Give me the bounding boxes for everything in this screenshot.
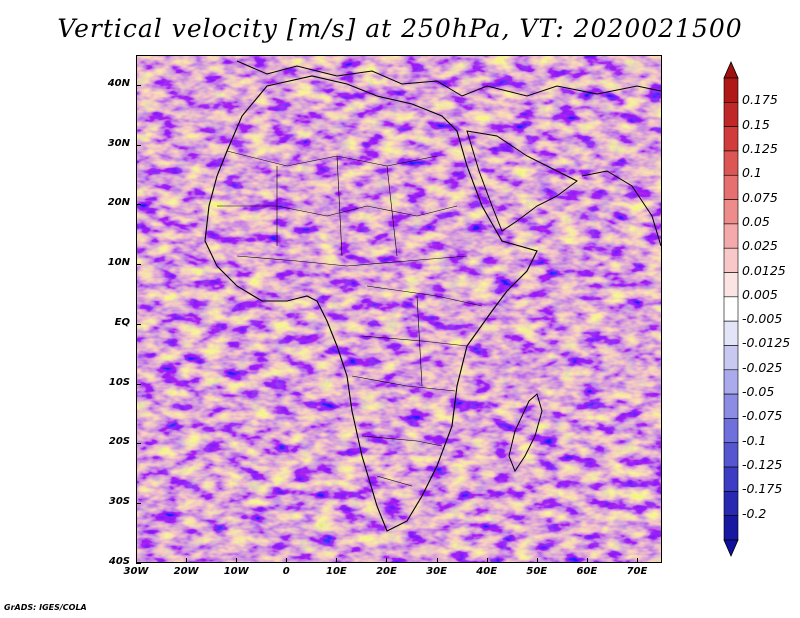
madagascar-coastline bbox=[508, 393, 543, 473]
lon-tick bbox=[636, 558, 638, 563]
lon-label: 70E bbox=[626, 566, 648, 577]
colorbar-label: 0.075 bbox=[742, 189, 778, 205]
lat-tick bbox=[136, 84, 141, 86]
colorbar-swatch bbox=[723, 320, 739, 346]
lat-label: 20S bbox=[108, 436, 130, 448]
lon-label: 40E bbox=[476, 566, 498, 577]
colorbar-swatch bbox=[723, 393, 739, 419]
lon-tick bbox=[236, 558, 238, 563]
colorbar-label: 0.175 bbox=[742, 92, 778, 108]
lat-label: EQ bbox=[114, 316, 130, 328]
colorbar-swatch bbox=[723, 247, 739, 273]
colorbar-swatch bbox=[723, 272, 739, 298]
colorbar-swatch bbox=[723, 466, 739, 492]
lat-label: 30N bbox=[107, 137, 130, 149]
chart-title: Vertical velocity [m/s] at 250hPa, VT: 2… bbox=[57, 14, 743, 43]
credit-text: GrADS: IGES/COLA bbox=[4, 603, 87, 612]
asia-coastline bbox=[581, 170, 661, 247]
lat-tick bbox=[136, 204, 141, 206]
colorbar-swatch bbox=[723, 515, 739, 541]
lat-label: 20N bbox=[107, 197, 130, 209]
colorbar-bottom-arrow bbox=[723, 539, 739, 557]
colorbar-label: -0.005 bbox=[742, 311, 783, 327]
colorbar-top-arrow bbox=[723, 61, 739, 79]
colorbar-label: 0.025 bbox=[742, 238, 778, 254]
lon-label: 10E bbox=[326, 566, 347, 577]
colorbar-label: -0.0125 bbox=[742, 335, 791, 351]
lon-label: 60E bbox=[576, 566, 598, 577]
lon-tick bbox=[186, 558, 188, 563]
africa-coastline bbox=[204, 75, 538, 532]
europe-coastline bbox=[236, 60, 661, 97]
country-borders bbox=[217, 150, 483, 487]
colorbar-label: -0.05 bbox=[742, 384, 775, 400]
lon-label: 20W bbox=[173, 566, 199, 577]
colorbar-swatch bbox=[723, 345, 739, 371]
lat-tick bbox=[136, 563, 141, 564]
colorbar-label: 0.005 bbox=[742, 286, 778, 302]
colorbar-swatch bbox=[723, 199, 739, 225]
colorbar-swatch bbox=[723, 102, 739, 127]
lon-tick bbox=[386, 558, 388, 563]
colorbar-label: 0.125 bbox=[742, 140, 778, 156]
colorbar-label: -0.125 bbox=[742, 457, 783, 473]
field-texture-blue bbox=[137, 56, 661, 562]
colorbar-label: -0.1 bbox=[742, 432, 767, 448]
lon-tick bbox=[586, 558, 588, 563]
lat-tick bbox=[136, 264, 141, 266]
colorbar-label: 0.0125 bbox=[742, 262, 786, 278]
map-plot-area bbox=[136, 55, 662, 563]
lon-label: 30E bbox=[426, 566, 447, 577]
lat-label: 30S bbox=[108, 496, 130, 508]
lon-tick bbox=[536, 558, 538, 563]
lat-tick bbox=[136, 443, 141, 445]
colorbar-label: -0.025 bbox=[742, 359, 783, 375]
lat-label: 40N bbox=[107, 77, 130, 89]
lon-tick bbox=[136, 558, 137, 563]
colorbar-swatch bbox=[723, 491, 739, 516]
colorbar-label: -0.175 bbox=[742, 481, 783, 497]
colorbar bbox=[723, 61, 739, 557]
colorbar-label: 0.15 bbox=[742, 116, 770, 132]
lat-tick bbox=[136, 144, 141, 146]
colorbar-label: -0.2 bbox=[742, 505, 767, 521]
colorbar-swatch bbox=[723, 223, 739, 249]
colorbar-swatch bbox=[723, 418, 739, 444]
colorbar-label: -0.075 bbox=[742, 408, 783, 424]
lat-tick bbox=[136, 503, 141, 505]
lon-tick bbox=[336, 558, 338, 563]
lat-tick bbox=[136, 323, 141, 325]
colorbar-label: 0.05 bbox=[742, 213, 770, 229]
lat-label: 10N bbox=[107, 257, 130, 269]
lon-tick bbox=[486, 558, 488, 563]
colorbar-swatch bbox=[723, 369, 739, 395]
lat-tick bbox=[136, 383, 141, 385]
colorbar-swatch bbox=[723, 296, 739, 322]
lon-label: 20E bbox=[376, 566, 397, 577]
colorbar-label: 0.1 bbox=[742, 165, 762, 181]
colorbar-swatch bbox=[723, 150, 739, 176]
colorbar-swatch bbox=[723, 126, 739, 152]
colorbar-swatch bbox=[723, 174, 739, 200]
lon-label: 30W bbox=[123, 566, 149, 577]
colorbar-swatch bbox=[723, 442, 739, 468]
colorbar-swatch bbox=[723, 77, 739, 103]
lat-label: 10S bbox=[108, 376, 130, 388]
lon-label: 10W bbox=[223, 566, 249, 577]
lat-label: 40S bbox=[108, 556, 130, 567]
lon-tick bbox=[436, 558, 438, 563]
lon-tick bbox=[286, 558, 288, 563]
vertical-velocity-map bbox=[137, 56, 661, 562]
lon-label: 0 bbox=[282, 566, 290, 577]
arabia-coastline bbox=[466, 130, 578, 232]
lon-label: 50E bbox=[526, 566, 548, 577]
